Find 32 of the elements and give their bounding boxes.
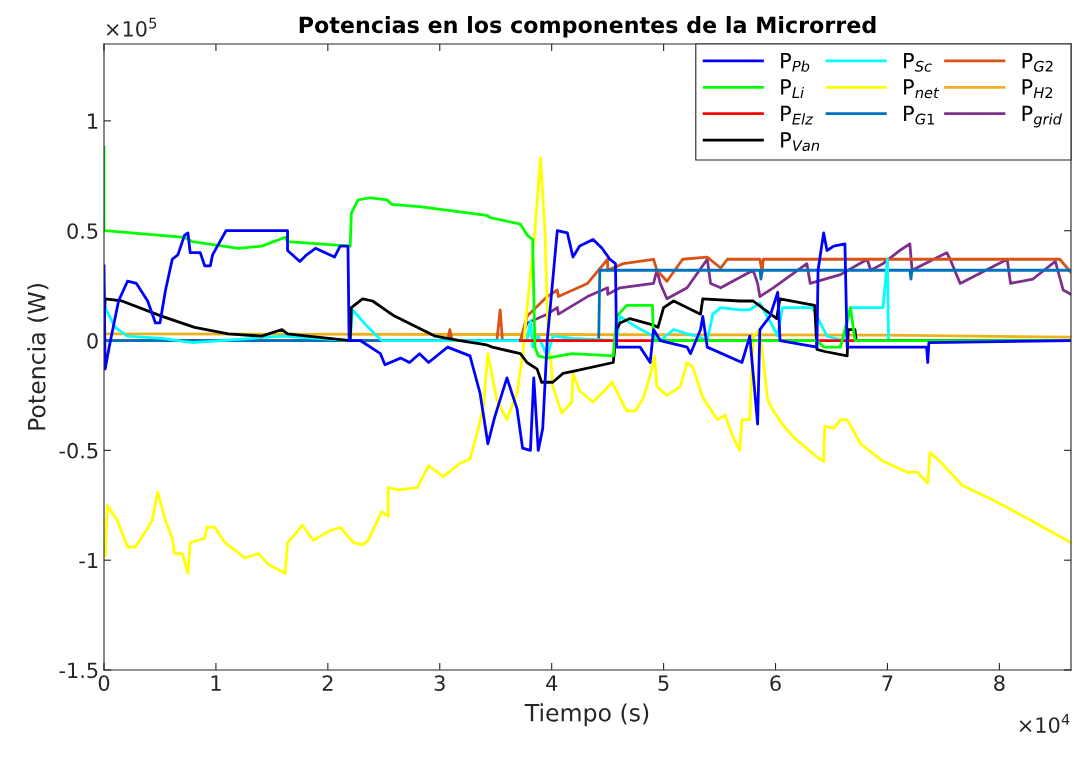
x-tick-label: 5 xyxy=(658,675,669,691)
text: ×10$^{5}$ xyxy=(106,17,157,37)
y-tick-label: -1 xyxy=(79,552,98,569)
line-series xyxy=(104,156,1071,575)
x-tick-label: 7 xyxy=(882,675,893,691)
legend-label: P$_{Pb}$ xyxy=(781,52,810,72)
x-tick-label: 8 xyxy=(994,675,1005,691)
x-axis-title: Tiempo (s) xyxy=(524,703,649,727)
legend-label: P$_{Li}$ xyxy=(781,79,804,98)
legend-label: P$_{Elz}$ xyxy=(781,105,814,125)
x-tick-label: 1 xyxy=(211,675,221,691)
x-tick-label: 3 xyxy=(434,675,445,691)
legend-label: P$_{G2}$ xyxy=(1022,52,1053,72)
legend-label: P$_{Sc}$ xyxy=(904,52,932,72)
x-tick-label: 6 xyxy=(770,675,781,691)
x-tick-label: 2 xyxy=(322,675,333,691)
y-tick-label: 0 xyxy=(87,332,98,349)
x-tick-label: 4 xyxy=(546,675,558,691)
y-tick-label: 1 xyxy=(88,113,98,129)
y-tick-label: -1.5 xyxy=(59,662,98,679)
legend-label: P$_{G1}$ xyxy=(904,105,935,125)
line-series xyxy=(104,229,1071,452)
y-tick-label: 0.5 xyxy=(67,223,98,239)
y-tick-label: -0.5 xyxy=(59,442,98,459)
text: ×10$^{4}$ xyxy=(1019,714,1070,733)
chart-title: Potencias en los componentes de la Microrred xyxy=(299,16,876,38)
legend-label: P$_{H2}$ xyxy=(1022,79,1053,98)
y-axis-title: Potencia (W) xyxy=(27,284,49,430)
x-tick-label: 0 xyxy=(98,675,110,691)
legend-label: P$_{net}$ xyxy=(904,79,940,99)
legend-label: P$_{Van}$ xyxy=(781,132,820,152)
legend-label: P$_{grid}$ xyxy=(1022,105,1062,128)
